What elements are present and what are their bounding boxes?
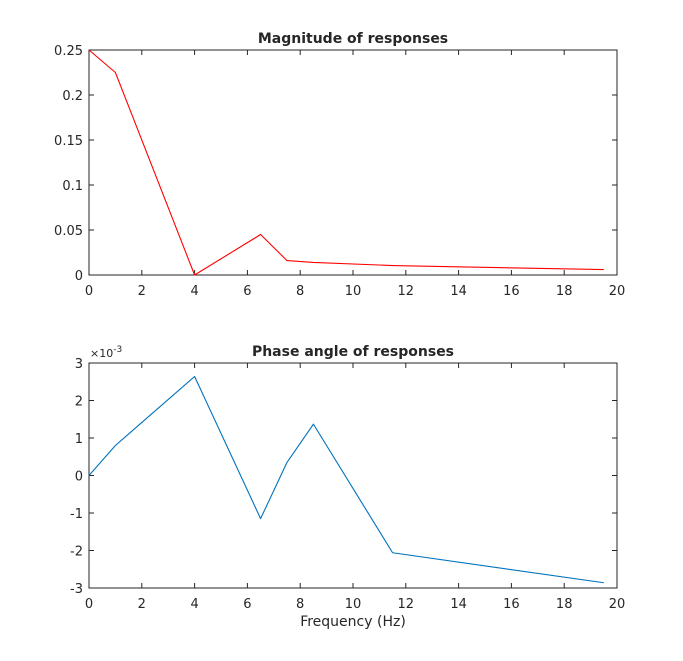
phase-y-exponent-base: ×10 (90, 347, 113, 360)
phase-x-tick-label: 10 (345, 597, 362, 612)
magnitude-x-tick-label: 0 (85, 284, 93, 299)
phase-axes: Phase angle of responses ×10-3 0 2 4 6 8 10 12… (70, 344, 625, 630)
magnitude-ticks: 0 2 4 6 8 10 12 14 16 18 20 0 0.05 0.1 0.15 0.2 0.25 (54, 44, 625, 299)
magnitude-series-line (88, 49, 604, 276)
magnitude-y-tick-label: 0.15 (54, 134, 83, 149)
phase-series-line (88, 375, 604, 584)
magnitude-y-tick-label: 0.05 (54, 224, 83, 239)
phase-x-tick-label: 18 (556, 597, 573, 612)
magnitude-y-tick-label: 0 (75, 269, 83, 284)
phase-y-exponent-power: -3 (113, 345, 122, 355)
magnitude-y-tick-label: 0.25 (54, 44, 83, 59)
phase-series (88, 375, 604, 584)
phase-y-tick-label: -3 (70, 582, 83, 597)
phase-y-tick-label: 0 (75, 470, 83, 485)
magnitude-y-tick-label: 0.2 (62, 89, 83, 104)
magnitude-x-tick-label: 4 (190, 284, 198, 299)
phase-y-tick-label: 2 (75, 395, 83, 410)
magnitude-y-tick-label: 0.1 (62, 179, 83, 194)
magnitude-x-tick-label: 18 (556, 284, 573, 299)
phase-x-tick-label: 0 (85, 597, 93, 612)
magnitude-series (88, 49, 604, 276)
phase-y-tick-label: 1 (75, 432, 83, 447)
phase-title: Phase angle of responses (252, 344, 454, 360)
magnitude-x-tick-label: 6 (243, 284, 251, 299)
phase-y-exponent: ×10-3 (90, 345, 122, 360)
phase-x-tick-label: 6 (243, 597, 251, 612)
magnitude-x-tick-label: 8 (296, 284, 304, 299)
phase-x-tick-label: 4 (190, 597, 198, 612)
magnitude-title: Magnitude of responses (258, 31, 448, 47)
magnitude-plot-frame (88, 49, 618, 276)
phase-x-tick-label: 20 (609, 597, 626, 612)
x-axis-label: Frequency (Hz) (300, 614, 406, 630)
phase-y-tick-label: -1 (70, 507, 83, 522)
phase-x-tick-label: 16 (503, 597, 520, 612)
phase-y-tick-label: -2 (70, 545, 83, 560)
magnitude-x-tick-label: 20 (609, 284, 626, 299)
phase-x-tick-label: 8 (296, 597, 304, 612)
magnitude-x-tick-label: 2 (138, 284, 146, 299)
magnitude-x-tick-label: 12 (398, 284, 415, 299)
phase-x-tick-label: 14 (450, 597, 467, 612)
magnitude-x-tick-label: 14 (450, 284, 467, 299)
phase-x-tick-label: 2 (138, 597, 146, 612)
phase-plot-frame (88, 362, 618, 589)
magnitude-x-tick-label: 16 (503, 284, 520, 299)
phase-x-tick-label: 12 (398, 597, 415, 612)
magnitude-axes: Magnitude of responses 0 2 4 6 8 10 12 14 16 18 20… (54, 31, 625, 299)
phase-y-tick-label: 3 (75, 357, 83, 372)
magnitude-x-tick-label: 10 (345, 284, 362, 299)
